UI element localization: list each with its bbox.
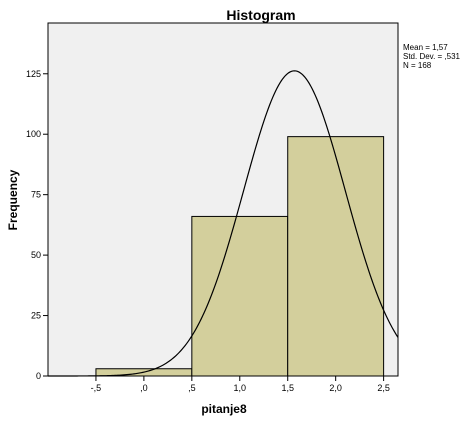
y-axis: 0 25 50 75 100 125 (26, 69, 48, 381)
y-tick-label-100: 100 (26, 129, 41, 139)
stats-mean: Mean = 1,57 (403, 43, 448, 52)
x-tick-label-6: 2,5 (377, 383, 390, 393)
x-tick-label-2: ,5 (188, 383, 196, 393)
x-tick-label-4: 1,5 (281, 383, 294, 393)
x-axis: -,5 ,0 ,5 1,0 1,5 2,0 2,5 (91, 376, 390, 393)
y-axis-title: Frequency (6, 169, 20, 230)
y-tick-label-0: 0 (36, 371, 41, 381)
y-tick-label-75: 75 (31, 190, 41, 200)
stats-box: Mean = 1,57 Std. Dev. = ,531 N = 168 (403, 43, 461, 70)
chart-title: Histogram (226, 7, 295, 23)
histogram-bar-2 (191, 215, 289, 377)
y-tick-label-125: 125 (26, 69, 41, 79)
y-tick-label-25: 25 (31, 311, 41, 321)
x-axis-title: pitanje8 (201, 402, 247, 416)
x-tick-label-5: 2,0 (329, 383, 342, 393)
histogram-bar-3 (287, 136, 385, 377)
y-tick-label-50: 50 (31, 250, 41, 260)
stats-std-dev: Std. Dev. = ,531 (403, 52, 461, 61)
x-tick-label-3: 1,0 (234, 383, 247, 393)
normal-curve (48, 70, 399, 377)
x-tick-label-1: ,0 (140, 383, 148, 393)
stats-n: N = 168 (403, 61, 432, 70)
x-tick-label-0: -,5 (91, 383, 102, 393)
